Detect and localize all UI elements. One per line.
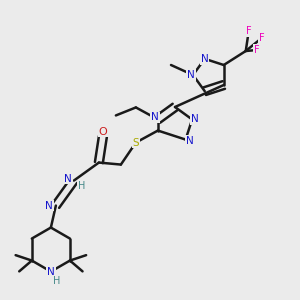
Text: N: N: [47, 267, 55, 277]
Text: H: H: [53, 276, 61, 286]
Text: N: N: [64, 174, 72, 184]
Text: F: F: [246, 26, 252, 36]
Text: O: O: [98, 127, 107, 136]
Text: N: N: [45, 201, 53, 211]
Text: S: S: [133, 138, 139, 148]
Text: N: N: [187, 70, 195, 80]
Text: F: F: [254, 45, 260, 55]
Text: F: F: [259, 33, 265, 43]
Text: N: N: [186, 136, 194, 146]
Text: N: N: [201, 54, 208, 64]
Text: N: N: [191, 114, 199, 124]
Text: N: N: [151, 112, 159, 122]
Text: H: H: [78, 181, 85, 190]
